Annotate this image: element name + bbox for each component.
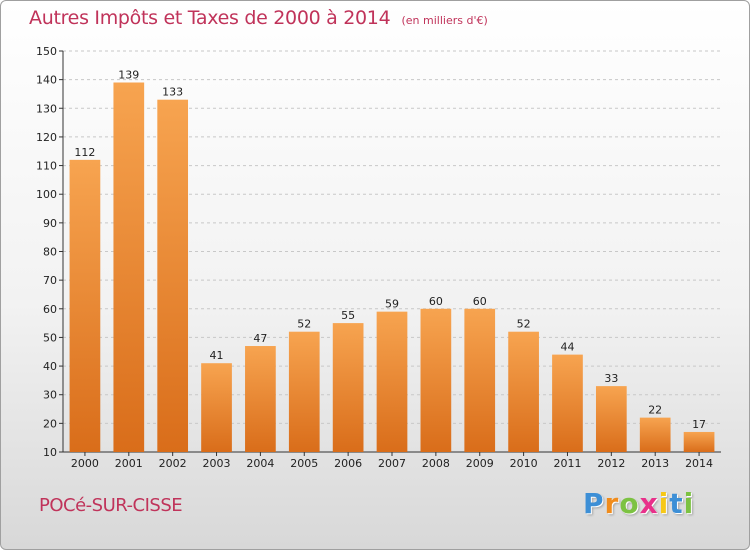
logo-letter: t xyxy=(669,487,684,520)
bar-2013 xyxy=(639,417,671,452)
y-tick-label: 130 xyxy=(36,102,57,115)
x-tick-label: 2005 xyxy=(290,457,318,470)
logo-letter: o xyxy=(619,487,640,520)
x-tick-label: 2002 xyxy=(159,457,187,470)
y-tick-label: 110 xyxy=(36,160,57,173)
x-tick-label: 2001 xyxy=(115,457,143,470)
logo-letter: x xyxy=(639,487,659,520)
logo-letter: P xyxy=(583,487,605,520)
y-tick-label: 40 xyxy=(43,360,57,373)
value-label: 139 xyxy=(118,69,139,82)
value-label: 60 xyxy=(429,295,443,308)
y-tick-label: 30 xyxy=(43,389,57,402)
y-tick-label: 140 xyxy=(36,74,57,87)
value-label: 60 xyxy=(473,295,487,308)
x-tick-label: 2003 xyxy=(203,457,231,470)
value-label: 41 xyxy=(210,349,224,362)
y-tick-label: 80 xyxy=(43,246,57,259)
y-tick-label: 20 xyxy=(43,417,57,430)
bar-2008 xyxy=(420,308,452,452)
logo-letter: i xyxy=(658,487,670,520)
y-tick-label: 120 xyxy=(36,131,57,144)
chart-subtitle: (en milliers d'€) xyxy=(401,14,488,27)
title-line: Autres Impôts et Taxes de 2000 à 2014 (e… xyxy=(29,7,488,29)
y-tick-label: 150 xyxy=(36,45,57,58)
value-label: 55 xyxy=(341,309,355,322)
x-tick-label: 2014 xyxy=(685,457,713,470)
x-tick-label: 2007 xyxy=(378,457,406,470)
bar-2006 xyxy=(332,323,364,452)
bar-2000 xyxy=(69,159,101,453)
value-label: 52 xyxy=(297,318,311,331)
x-tick-label: 2004 xyxy=(246,457,274,470)
logo-letter: r xyxy=(604,487,620,520)
logo-letter: i xyxy=(683,487,695,520)
chart-title: Autres Impôts et Taxes de 2000 à 2014 xyxy=(29,7,391,29)
value-label: 22 xyxy=(648,404,662,417)
x-tick-label: 2006 xyxy=(334,457,362,470)
proxiti-logo: Proxiti xyxy=(583,487,694,520)
x-tick-label: 2008 xyxy=(422,457,450,470)
value-label: 59 xyxy=(385,298,399,311)
bar-2007 xyxy=(376,311,408,452)
y-tick-label: 70 xyxy=(43,274,57,287)
x-tick-label: 2009 xyxy=(466,457,494,470)
x-tick-label: 2010 xyxy=(510,457,538,470)
x-tick-label: 2011 xyxy=(553,457,581,470)
bar-2004 xyxy=(245,346,276,452)
y-tick-label: 60 xyxy=(43,303,57,316)
value-label: 112 xyxy=(74,146,95,159)
bar-2001 xyxy=(113,82,145,452)
value-label: 44 xyxy=(560,341,574,354)
bar-2003 xyxy=(201,363,232,452)
bars xyxy=(69,82,715,453)
x-tick-label: 2013 xyxy=(641,457,669,470)
x-tick-label: 2012 xyxy=(597,457,625,470)
value-label: 133 xyxy=(162,86,183,99)
bar-2012 xyxy=(595,386,627,452)
y-tick-label: 90 xyxy=(43,217,57,230)
value-label: 47 xyxy=(253,332,267,345)
bar-2011 xyxy=(552,354,583,452)
y-tick-label: 10 xyxy=(43,446,57,459)
x-tick-label: 2000 xyxy=(71,457,99,470)
value-label: 17 xyxy=(692,418,706,431)
bar-2010 xyxy=(508,331,539,452)
city-name: POCé-SUR-CISSE xyxy=(39,495,183,516)
bar-2005 xyxy=(288,331,320,452)
value-label: 52 xyxy=(517,318,531,331)
y-tick-label: 100 xyxy=(36,188,57,201)
value-label: 33 xyxy=(604,372,618,385)
y-tick-label: 50 xyxy=(43,331,57,344)
bar-2014 xyxy=(683,431,715,452)
labels: 10 20 30 40 50 60 70 80 90 100 110 120 130 140 150 112 2… xyxy=(36,45,713,470)
bar-2002 xyxy=(157,99,189,452)
bar-2009 xyxy=(464,308,496,452)
